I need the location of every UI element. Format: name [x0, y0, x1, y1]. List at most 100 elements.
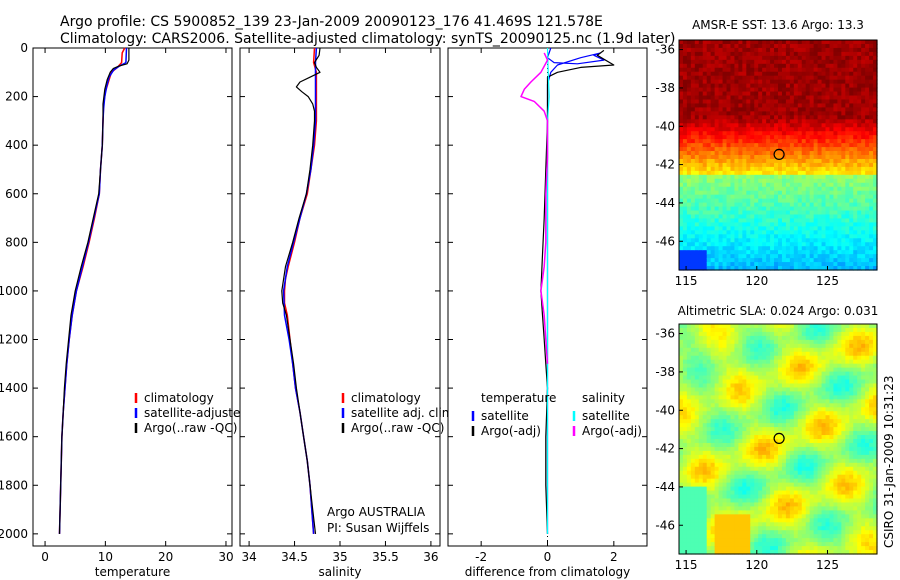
map-cell [706, 51, 712, 57]
map-cell [813, 71, 819, 77]
map-cell [750, 415, 755, 420]
map-cell [762, 214, 767, 220]
map-cell [793, 442, 799, 448]
map-cell [682, 474, 688, 480]
map-cell [781, 266, 787, 271]
map-cell [837, 174, 842, 180]
map-cell [698, 71, 704, 77]
map-cell [686, 262, 692, 267]
map-cell [754, 250, 759, 255]
map-cell [781, 170, 787, 176]
map-cell [702, 498, 708, 504]
map-cell [865, 115, 870, 120]
map-cell [742, 514, 747, 519]
map-cell [742, 498, 747, 504]
map-cell [766, 186, 771, 192]
map-cell [774, 339, 779, 345]
map-cell [682, 194, 688, 200]
map-cell [694, 79, 700, 85]
map-cell [750, 202, 755, 208]
map-cell [857, 83, 862, 89]
map-cell [726, 383, 732, 389]
map-cell [809, 99, 815, 105]
map-cell [754, 442, 759, 448]
map-cell [690, 246, 696, 251]
map-cell [770, 119, 775, 124]
map-cell [718, 546, 724, 551]
map-cell [686, 363, 692, 369]
map-cell [758, 258, 763, 263]
map-cell [686, 222, 692, 227]
map-cell [710, 331, 716, 337]
map-cell [754, 178, 759, 184]
map-cell [853, 262, 858, 267]
map-cell [762, 415, 767, 420]
map-cell [694, 407, 700, 412]
map-cell [801, 522, 807, 527]
map-cell [742, 202, 747, 208]
map-cell [801, 123, 807, 128]
map-cell [746, 474, 751, 480]
map-cell [781, 395, 787, 400]
map-cell [873, 111, 878, 116]
map-cell [726, 427, 732, 432]
map-cell [690, 55, 696, 61]
map-cell [789, 324, 795, 329]
map-cell [702, 347, 708, 353]
map-cell [793, 498, 799, 504]
map-cell [797, 131, 803, 136]
map-cell [774, 454, 779, 460]
map-cell [722, 178, 728, 184]
map-cell [825, 218, 831, 224]
map-cell [770, 123, 775, 128]
map-cell [797, 538, 803, 543]
map-cell [714, 75, 720, 81]
map-cell [837, 87, 842, 93]
map-cell [682, 214, 688, 220]
map-cell [829, 242, 835, 247]
map-cell [726, 442, 732, 448]
map-cell [781, 135, 787, 140]
map-cell [837, 51, 842, 57]
map-cell [821, 55, 827, 61]
map-cell [793, 462, 799, 468]
map-cell [742, 143, 747, 148]
map-cell [746, 67, 751, 73]
map-cell [730, 335, 736, 341]
map-cell [770, 478, 775, 484]
map-cell [742, 218, 747, 224]
map-cell [821, 238, 827, 243]
map-cell [785, 439, 791, 444]
map-cell [805, 431, 811, 436]
map-cell [865, 131, 870, 136]
map-cell [754, 474, 759, 480]
map-cell [742, 162, 747, 168]
map-cell [750, 190, 755, 196]
map-cell [805, 194, 811, 200]
map-cell [679, 383, 684, 389]
map-cell [722, 170, 728, 176]
map-cell [793, 151, 799, 156]
map-cell [829, 210, 835, 216]
map-cell [714, 331, 720, 337]
map-cell [706, 359, 712, 365]
map-cell [774, 510, 779, 515]
map-cell [785, 387, 791, 393]
map-cell [706, 238, 712, 243]
map-cell [825, 246, 831, 251]
map-cell [801, 415, 807, 420]
map-cell [746, 51, 751, 57]
map-cell [778, 222, 783, 227]
map-cell [730, 155, 736, 160]
map-cell [774, 71, 779, 77]
map-cell [837, 162, 842, 168]
map-cell [829, 262, 835, 267]
map-cell [710, 162, 716, 168]
map-cell [793, 254, 799, 259]
map-cell [698, 534, 704, 539]
map-cell [781, 51, 787, 57]
map-cell [694, 262, 700, 267]
map-cell [710, 51, 716, 57]
map-cell [714, 55, 720, 61]
map-cell [869, 254, 874, 259]
